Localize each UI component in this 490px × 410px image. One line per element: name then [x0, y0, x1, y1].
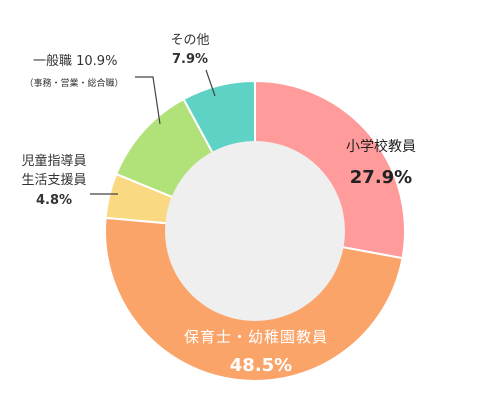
slice-label-1: 保育士・幼稚園教員: [184, 328, 328, 346]
donut-hole: [165, 141, 345, 321]
slice-value-4: 7.9%: [172, 52, 208, 67]
slice-value-1: 48.5%: [230, 355, 292, 376]
leader-line-4: [205, 69, 216, 97]
leader-line-3: [135, 76, 161, 125]
slice-value-0: 27.9%: [350, 167, 412, 188]
slice-sublabel-3: （事務・営業・総合職）: [24, 77, 123, 89]
slice-label-2-line2: 生活支援員: [21, 173, 86, 188]
slice-value-2: 4.8%: [36, 193, 72, 208]
slice-label-0: 小学校教員: [346, 138, 416, 155]
slice-label-3: 一般職 10.9%: [33, 53, 117, 69]
slice-label-2-line1: 児童指導員: [21, 153, 86, 169]
slice-label-4: その他: [170, 33, 209, 48]
